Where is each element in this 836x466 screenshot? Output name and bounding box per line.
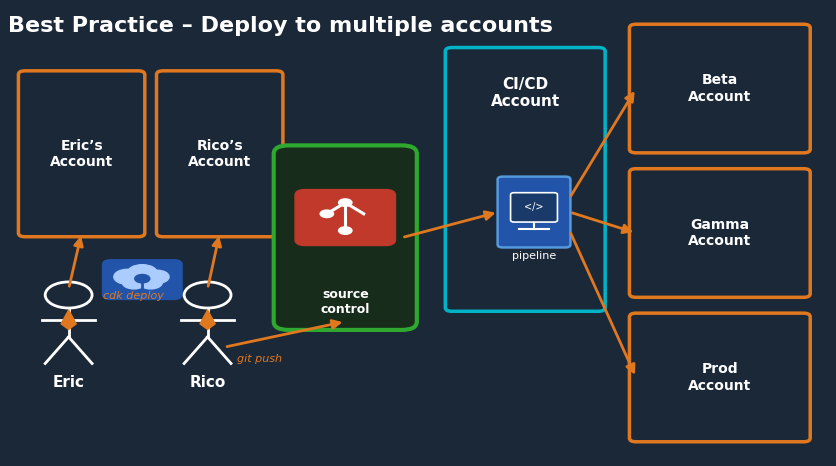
Circle shape [145, 270, 169, 283]
Polygon shape [200, 310, 215, 329]
Text: source
control: source control [320, 288, 370, 316]
Text: Eric’s
Account: Eric’s Account [50, 139, 113, 169]
FancyBboxPatch shape [629, 24, 809, 153]
Text: Beta
Account: Beta Account [687, 74, 751, 103]
Text: Rico: Rico [189, 375, 226, 390]
FancyBboxPatch shape [497, 177, 570, 247]
Text: CI/CD
Account: CI/CD Account [490, 77, 559, 110]
Circle shape [135, 274, 150, 283]
Circle shape [122, 276, 145, 289]
Text: Eric: Eric [53, 375, 84, 390]
Text: Gamma
Account: Gamma Account [687, 218, 751, 248]
Text: pipeline: pipeline [512, 251, 555, 261]
Circle shape [319, 210, 333, 218]
Circle shape [139, 276, 162, 289]
FancyBboxPatch shape [629, 313, 809, 442]
Text: Rico’s
Account: Rico’s Account [188, 139, 251, 169]
Text: git push: git push [237, 354, 282, 364]
Text: Prod
Account: Prod Account [687, 363, 751, 392]
Circle shape [338, 227, 351, 234]
Circle shape [338, 199, 351, 206]
FancyBboxPatch shape [445, 48, 604, 311]
FancyBboxPatch shape [629, 169, 809, 297]
Circle shape [114, 269, 140, 284]
FancyBboxPatch shape [510, 193, 557, 222]
Polygon shape [61, 310, 76, 329]
FancyBboxPatch shape [18, 71, 145, 237]
Circle shape [127, 265, 157, 281]
FancyBboxPatch shape [156, 71, 283, 237]
Text: cdk deploy: cdk deploy [104, 291, 164, 301]
FancyBboxPatch shape [294, 190, 395, 246]
Text: </>: </> [523, 202, 543, 212]
FancyBboxPatch shape [273, 145, 416, 330]
FancyBboxPatch shape [103, 260, 182, 299]
Text: Best Practice – Deploy to multiple accounts: Best Practice – Deploy to multiple accou… [8, 16, 553, 36]
